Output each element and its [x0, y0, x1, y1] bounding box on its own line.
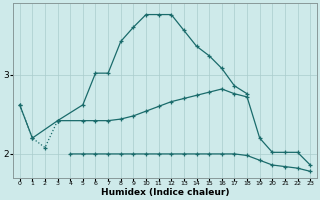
X-axis label: Humidex (Indice chaleur): Humidex (Indice chaleur)	[101, 188, 229, 197]
